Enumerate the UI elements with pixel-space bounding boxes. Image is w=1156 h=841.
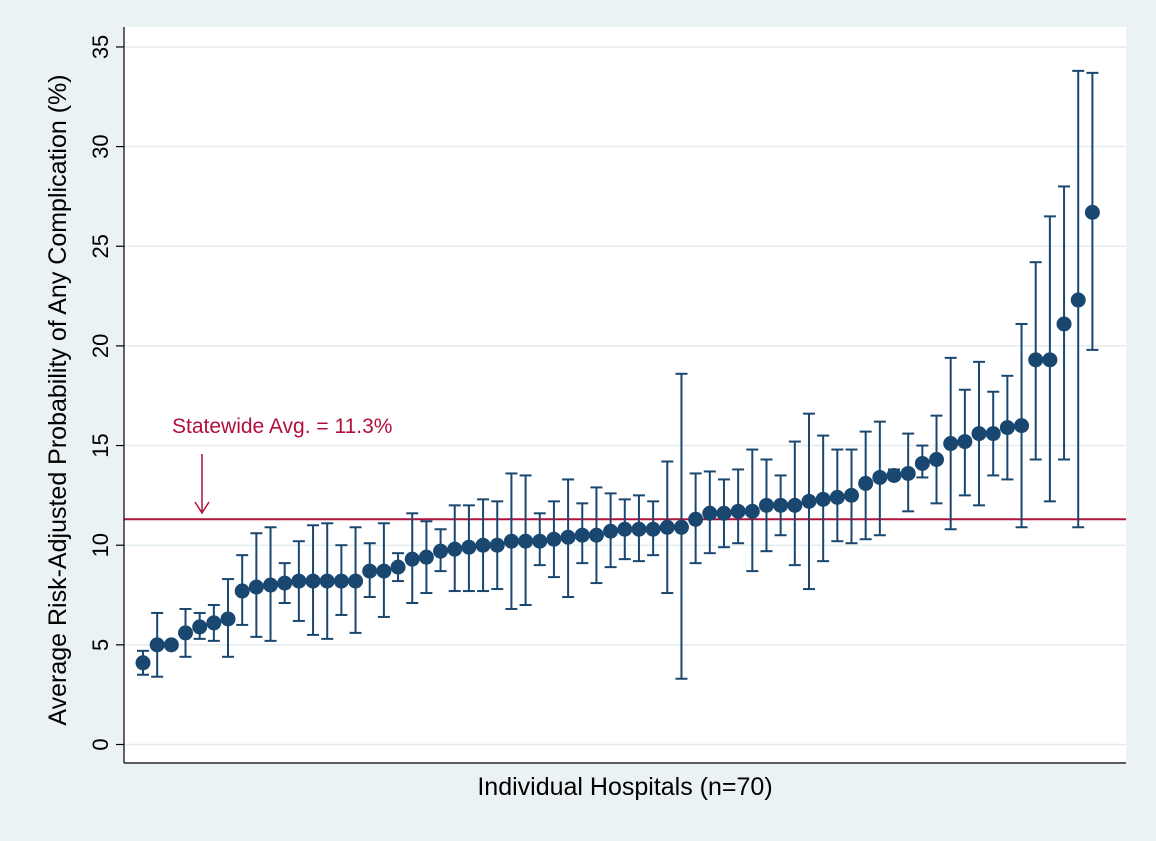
data-point [248, 579, 264, 595]
y-tick-label: 25 [88, 234, 113, 258]
y-axis-title: Average Risk-Adjusted Probability of Any… [44, 74, 72, 725]
data-point [617, 521, 633, 537]
data-point [787, 497, 803, 513]
data-point [929, 452, 945, 468]
data-point [518, 533, 534, 549]
data-point [1028, 352, 1044, 368]
y-tick-label: 10 [88, 533, 113, 557]
data-point [333, 573, 349, 589]
data-point [560, 529, 576, 545]
data-point [844, 487, 859, 503]
data-point [801, 493, 817, 509]
data-point [900, 465, 916, 481]
data-point [999, 420, 1015, 436]
data-point [744, 503, 760, 519]
data-point [220, 611, 236, 627]
data-point [773, 497, 789, 513]
data-point [149, 637, 165, 653]
y-tick-label: 5 [88, 639, 113, 651]
data-point [588, 527, 604, 543]
data-point [645, 521, 661, 537]
data-point [178, 625, 194, 641]
data-point [1084, 204, 1100, 220]
statewide-average-label: Statewide Avg. = 11.3% [172, 415, 392, 438]
y-tick-label: 20 [88, 334, 113, 358]
data-point [206, 615, 222, 631]
data-point [362, 563, 378, 579]
data-point [688, 511, 704, 527]
data-point [574, 527, 590, 543]
data-point [985, 426, 1001, 442]
data-point [503, 533, 519, 549]
data-point [631, 521, 647, 537]
data-points [135, 204, 1100, 671]
data-point [489, 537, 505, 553]
y-tick-label: 0 [88, 738, 113, 750]
data-point [418, 549, 434, 565]
data-point [957, 434, 973, 450]
data-point [1014, 418, 1030, 434]
data-point [546, 531, 562, 547]
data-point [971, 426, 987, 442]
y-tick-label: 35 [88, 35, 113, 59]
data-point [263, 577, 279, 593]
data-point [758, 497, 774, 513]
data-point [943, 436, 959, 452]
data-point [730, 503, 746, 519]
data-point [673, 519, 689, 535]
data-point [163, 637, 179, 653]
data-point [447, 541, 463, 557]
data-point [277, 575, 293, 591]
data-point [716, 505, 732, 521]
y-axis-ticks: 0 5 10 15 20 25 30 35 [88, 35, 124, 751]
y-tick-label: 15 [88, 433, 113, 457]
data-point [135, 655, 151, 671]
annotation-arrow-head [194, 501, 210, 515]
data-point [829, 489, 845, 505]
data-point [376, 563, 392, 579]
data-point [1056, 316, 1072, 332]
y-tick-label: 30 [88, 134, 113, 158]
data-point [319, 573, 335, 589]
data-point [433, 543, 449, 559]
data-point [475, 537, 491, 553]
data-point [348, 573, 364, 589]
plot-area [124, 27, 1126, 763]
data-point [291, 573, 307, 589]
data-point [305, 573, 321, 589]
data-point [234, 583, 250, 599]
data-point [532, 533, 548, 549]
data-point [659, 519, 675, 535]
data-point [461, 539, 477, 555]
data-point [886, 467, 902, 483]
x-axis-title: Individual Hospitals (n=70) [477, 773, 772, 801]
data-point [1070, 292, 1086, 308]
data-point [858, 475, 874, 491]
data-point [872, 469, 888, 485]
data-point [914, 455, 930, 471]
data-point [702, 505, 718, 521]
data-point [404, 551, 420, 567]
data-point [815, 491, 831, 507]
data-point [390, 559, 406, 575]
data-point [192, 619, 208, 635]
data-point [603, 523, 619, 539]
data-point [1042, 352, 1058, 368]
